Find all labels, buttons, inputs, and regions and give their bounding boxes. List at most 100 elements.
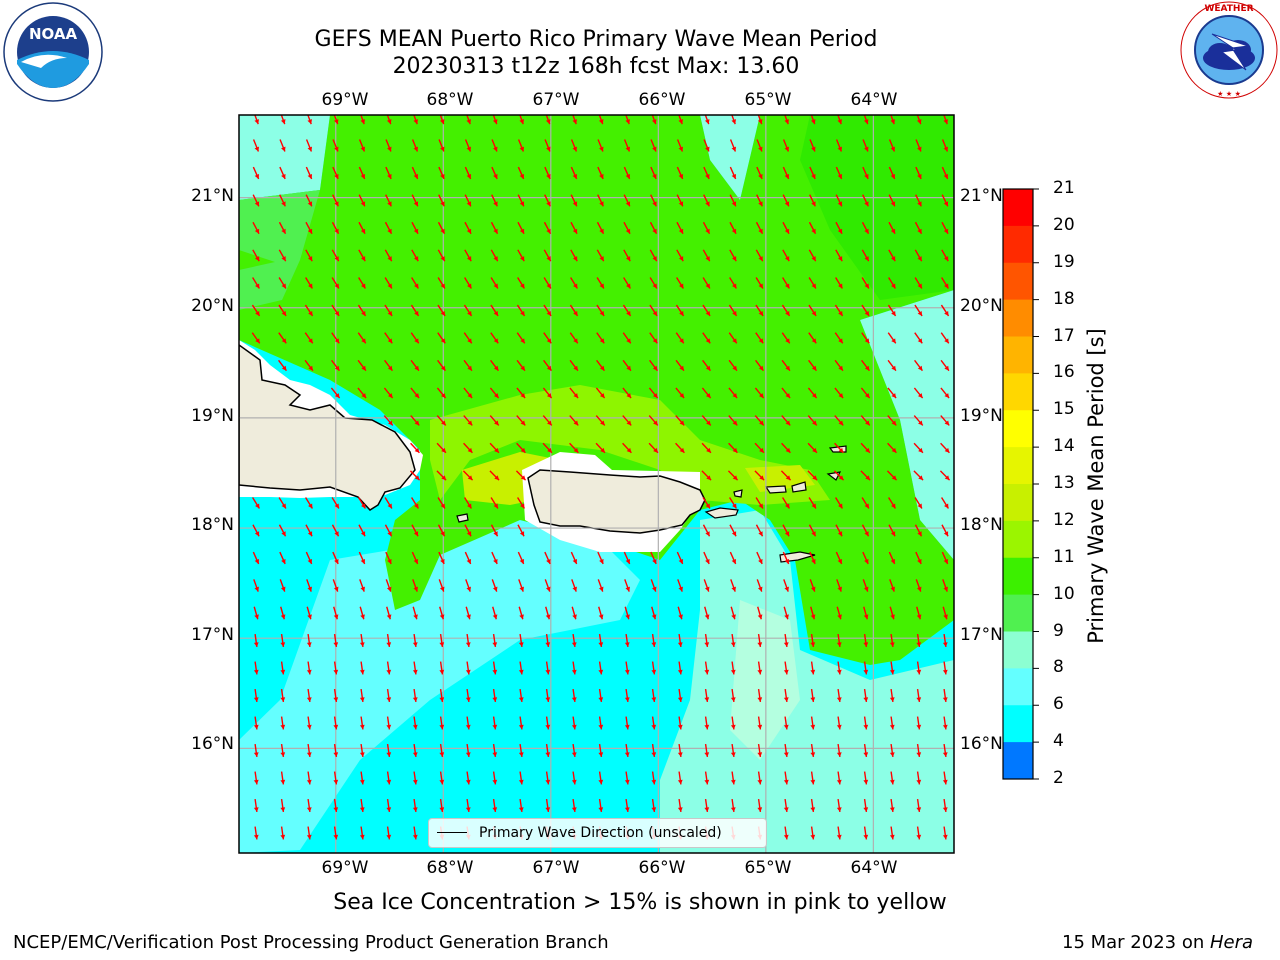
wave-arrow bbox=[861, 221, 870, 235]
wave-arrow bbox=[412, 743, 418, 758]
wave-arrow bbox=[702, 524, 711, 537]
wave-arrow bbox=[835, 166, 843, 180]
wave-arrow bbox=[836, 661, 842, 675]
wave-arrow bbox=[386, 606, 392, 620]
wave-arrow bbox=[465, 579, 471, 592]
colorbar-tick-label: 16 bbox=[1053, 362, 1075, 383]
wave-direction-arrows bbox=[251, 115, 951, 840]
wave-arrow bbox=[439, 771, 445, 785]
wave-arrow bbox=[412, 771, 418, 785]
wave-arrow bbox=[916, 826, 922, 840]
wave-arrow bbox=[810, 606, 816, 620]
wave-arrow bbox=[598, 633, 604, 648]
wave-arrow bbox=[385, 579, 392, 592]
wave-arrow bbox=[439, 798, 445, 813]
wave-arrow bbox=[783, 826, 789, 840]
wave-arrow bbox=[279, 579, 286, 592]
wave-arrow bbox=[862, 139, 869, 152]
lon-label-bottom-67w: 67°W bbox=[532, 858, 580, 878]
colorbar-segment bbox=[1003, 631, 1033, 669]
wave-arrow bbox=[861, 497, 870, 509]
wave-arrow bbox=[754, 387, 765, 399]
wave-arrow bbox=[677, 716, 683, 730]
wave-arrow bbox=[837, 115, 842, 125]
wave-arrow bbox=[729, 221, 737, 235]
wave-arrow bbox=[863, 115, 869, 125]
wave-arrow bbox=[253, 771, 259, 785]
wave-arrow bbox=[808, 277, 817, 289]
wave-arrow bbox=[677, 606, 683, 620]
wave-arrow bbox=[359, 826, 365, 840]
wave-arrow bbox=[701, 387, 712, 399]
contour-12-13s bbox=[430, 385, 830, 505]
wave-arrow bbox=[728, 415, 738, 426]
wave-arrow bbox=[754, 470, 765, 481]
wave-arrow bbox=[490, 249, 499, 262]
wave-arrow bbox=[889, 606, 895, 620]
wave-arrow bbox=[835, 551, 843, 565]
wave-arrow bbox=[384, 277, 393, 289]
map-graticule bbox=[239, 115, 954, 853]
wave-arrow bbox=[545, 798, 551, 813]
wave-arrow bbox=[889, 661, 895, 675]
wave-arrow bbox=[412, 661, 418, 675]
wave-arrow bbox=[490, 497, 499, 509]
wave-arrow bbox=[677, 633, 683, 648]
wave-arrow bbox=[649, 221, 658, 235]
wave-arrow bbox=[570, 139, 578, 152]
wave-arrow bbox=[333, 798, 339, 813]
chart-subtitle: 20230313 t12z 168h fcst Max: 13.60 bbox=[392, 54, 800, 79]
wave-arrow bbox=[809, 579, 816, 592]
colorbar-tick-label: 19 bbox=[1053, 251, 1075, 272]
colorbar-label: Primary Wave Mean Period [s] bbox=[1084, 328, 1108, 644]
wave-arrow bbox=[490, 332, 499, 344]
wave-arrow bbox=[728, 304, 738, 317]
wave-arrow bbox=[462, 470, 474, 481]
wave-arrow bbox=[702, 277, 711, 289]
wave-arrow bbox=[279, 551, 286, 565]
wave-arrow bbox=[410, 387, 420, 399]
wave-arrow bbox=[517, 166, 525, 180]
wave-arrow bbox=[254, 115, 259, 125]
wave-arrow bbox=[942, 716, 948, 730]
wave-arrow bbox=[439, 743, 445, 758]
wave-arrow bbox=[436, 442, 447, 454]
wave-arrow bbox=[916, 661, 922, 675]
wave-arrow bbox=[755, 332, 764, 344]
wave-arrow bbox=[808, 497, 817, 509]
wave-arrow bbox=[915, 551, 922, 565]
wave-arrow bbox=[492, 798, 498, 813]
wave-arrow bbox=[384, 221, 393, 235]
lon-label-bottom-65w: 65°W bbox=[744, 858, 792, 878]
wave-arrow bbox=[650, 194, 657, 207]
wave-arrow bbox=[516, 387, 526, 399]
legend-label: Primary Wave Direction (unscaled) bbox=[479, 825, 722, 841]
wave-arrow bbox=[306, 826, 312, 840]
colorbar-tick-label: 9 bbox=[1053, 620, 1064, 641]
wave-arrow bbox=[543, 249, 552, 262]
wave-arrow bbox=[384, 497, 393, 509]
wave-arrow bbox=[253, 661, 259, 675]
wave-arrow bbox=[729, 524, 737, 537]
wave-arrow bbox=[384, 304, 393, 317]
wave-arrow bbox=[545, 716, 551, 730]
lat-label-left-18n: 18°N bbox=[191, 515, 234, 535]
wave-arrow bbox=[783, 661, 789, 675]
wave-arrow bbox=[332, 194, 339, 207]
wave-arrow bbox=[835, 277, 843, 289]
wave-arrow bbox=[701, 442, 712, 454]
puerto-rico-coast bbox=[527, 469, 706, 534]
colorbar-segment bbox=[1003, 299, 1033, 337]
wave-arrow bbox=[728, 442, 738, 454]
wave-arrow bbox=[914, 221, 923, 235]
wave-arrow bbox=[675, 359, 685, 372]
wave-arrow bbox=[624, 688, 630, 703]
wave-arrow bbox=[357, 304, 367, 317]
wave-arrow bbox=[331, 277, 340, 289]
colorbar-tick-label: 14 bbox=[1053, 436, 1075, 457]
hispaniola-coast bbox=[239, 344, 416, 511]
wave-arrow bbox=[677, 743, 683, 758]
wave-arrow bbox=[410, 415, 420, 426]
wave-arrow bbox=[703, 194, 710, 207]
wave-arrow bbox=[598, 606, 604, 620]
